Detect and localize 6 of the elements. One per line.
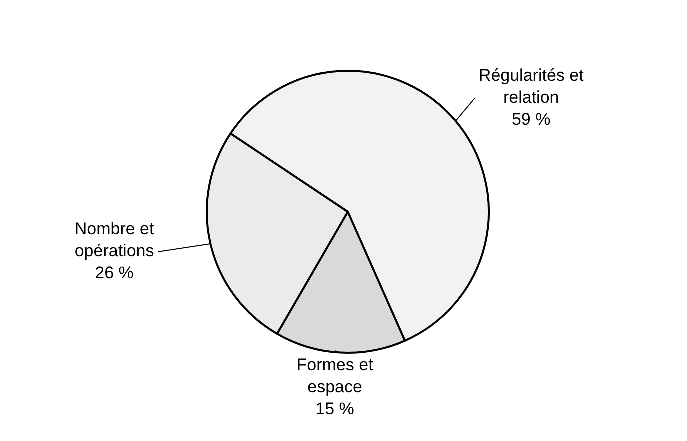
slice-label: Nombre et opérations <box>74 220 154 261</box>
data-label: 26 % <box>95 264 134 283</box>
slice-label: Formes et espace <box>296 356 374 397</box>
data-label: 59 % <box>512 110 551 130</box>
data-label: 15 % <box>316 400 354 419</box>
slice-label: Régularités et relation <box>478 66 584 108</box>
